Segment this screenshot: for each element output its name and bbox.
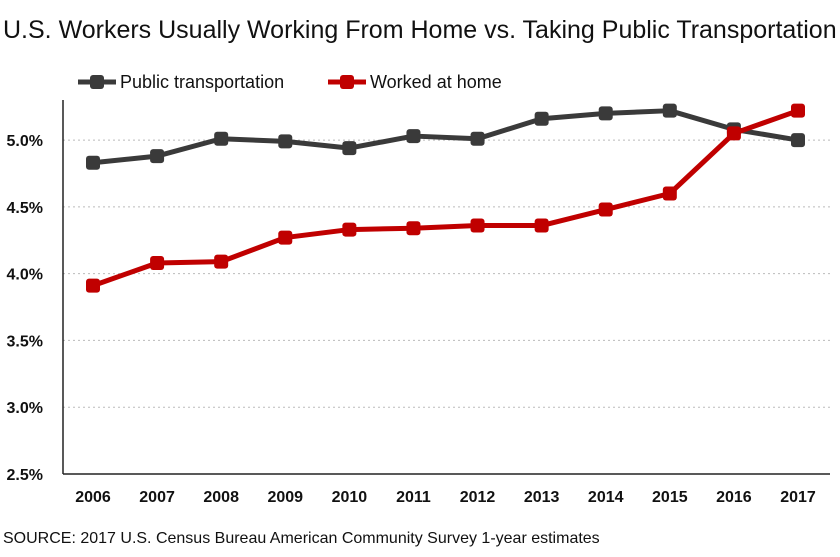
y-tick-label: 4.0%: [7, 267, 43, 284]
data-point: [726, 126, 741, 141]
data-point: [150, 149, 165, 164]
chart-title: U.S. Workers Usually Working From Home v…: [3, 16, 837, 44]
x-tick-label: 2009: [267, 489, 303, 506]
legend: Public transportation Worked at home: [78, 72, 502, 92]
x-tick-label: 2013: [524, 489, 560, 506]
data-point: [598, 202, 613, 217]
data-point: [86, 155, 100, 170]
data-point: [534, 111, 549, 126]
x-tick-label: 2015: [652, 489, 688, 506]
x-tick-label: 2007: [139, 489, 175, 506]
data-point: [406, 221, 421, 236]
series-line: [92, 108, 799, 289]
data-point: [278, 230, 293, 245]
data-point: [214, 254, 229, 269]
x-tick-label: 2016: [716, 489, 752, 506]
series-line: [92, 108, 799, 166]
legend-marker: [90, 75, 104, 89]
data-point: [598, 106, 613, 121]
data-point: [470, 131, 485, 146]
y-axis-ticks: 2.5% 3.0% 3.5% 4.0% 4.5% 5.0%: [7, 133, 43, 484]
x-tick-label: 2017: [780, 489, 816, 506]
x-tick-label: 2006: [75, 489, 111, 506]
x-tick-label: 2010: [332, 489, 368, 506]
series-public-transportation: [86, 103, 805, 170]
x-axis-ticks: 2006 2007 2008 2009 2010 2011 2012 2013 2014 2015…: [75, 489, 816, 506]
data-point: [86, 278, 100, 293]
legend-label: Public transportation: [120, 72, 284, 92]
data-point: [470, 218, 485, 233]
x-tick-label: 2011: [396, 489, 431, 506]
y-tick-label: 4.5%: [7, 200, 43, 217]
data-point: [791, 133, 805, 148]
source-note: SOURCE: 2017 U.S. Census Bureau American…: [3, 530, 600, 547]
legend-label: Worked at home: [370, 72, 502, 92]
x-tick-label: 2012: [460, 489, 496, 506]
y-tick-label: 2.5%: [7, 467, 43, 484]
x-tick-label: 2014: [588, 489, 624, 506]
data-point: [662, 186, 677, 201]
series-group: [86, 103, 805, 293]
series-worked-at-home: [86, 103, 805, 293]
data-point: [534, 218, 549, 233]
legend-marker: [340, 75, 354, 89]
y-tick-label: 5.0%: [7, 133, 43, 150]
data-point: [662, 103, 677, 118]
data-point: [342, 141, 357, 156]
x-tick-label: 2008: [203, 489, 239, 506]
data-point: [214, 131, 229, 146]
y-tick-label: 3.5%: [7, 333, 43, 350]
data-point: [406, 129, 421, 144]
data-point: [150, 255, 165, 270]
data-point: [278, 134, 293, 149]
y-tick-label: 3.0%: [7, 400, 43, 417]
gridlines: [63, 139, 830, 408]
data-point: [791, 103, 805, 118]
data-point: [342, 222, 357, 237]
